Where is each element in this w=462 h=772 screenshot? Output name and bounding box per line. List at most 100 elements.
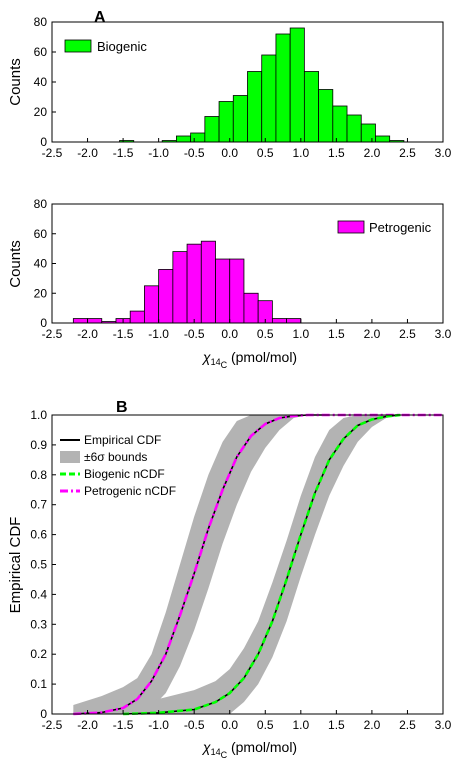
- panel-a-y-tick-label: 80: [34, 15, 48, 29]
- panel-a-x-tick-label: 0.5: [257, 146, 274, 160]
- panel-a-x-tick-label: 0.0: [221, 146, 238, 160]
- panel-a2-x-tick-label: 1.0: [292, 327, 309, 341]
- panel-b-label: B: [116, 399, 128, 416]
- panel-b-lines: [73, 413, 443, 716]
- legend-swatch-petrogenic: [337, 220, 365, 234]
- panel-a2-histogram-bar: [200, 240, 216, 324]
- panel-b-y-tick-label: 0.4: [30, 587, 47, 601]
- panel-a-histogram-bar: [289, 27, 305, 143]
- panel-a-y-tick-label: 0: [40, 135, 47, 149]
- panel-a-histogram-bar: [247, 71, 263, 143]
- biogenic-ncdf-line: [123, 413, 401, 716]
- panel-a2-y-ticks: 0 20 40 60 80: [34, 197, 56, 330]
- panel-b-x-tick-label: 1.0: [292, 718, 309, 732]
- panel-a-x-tick-label: -0.5: [184, 146, 205, 160]
- panel-a2-y-tick-label: 60: [34, 227, 48, 241]
- panel-a-histogram-bar: [190, 132, 206, 143]
- panel-b-x-tick-label: 3.0: [435, 718, 452, 732]
- panel-a2-legend: Petrogenic: [337, 220, 432, 235]
- panel-a-ylabel: Counts: [7, 58, 24, 106]
- panel-b-y-tick-label: 0.5: [30, 558, 47, 572]
- panel-a-x-tick-label: -2.5: [42, 146, 63, 160]
- petrogenic-ncdf-line: [73, 413, 443, 716]
- panel-b: -2.5 -2.0 -1.5 -1.0 -0.5 0.0 0.5 1.0 1.5 2.0 2.5 3.…: [7, 399, 452, 760]
- panel-a2-histogram-bar: [172, 251, 188, 324]
- panel-b-y-tick-label: 0.9: [30, 438, 47, 452]
- panel-a-histogram-bar: [346, 114, 362, 143]
- panel-a2-x-ticks: -2.5 -2.0 -1.5 -1.0 -0.5 0.0 0.5 1.0 1.5 2.0 2.5 3.…: [42, 319, 452, 341]
- panel-a-bars: [119, 27, 405, 143]
- panel-a-x-tick-label: 1.0: [292, 146, 309, 160]
- panel-a-histogram-bar: [303, 71, 319, 143]
- panel-a2-x-tick-label: -2.5: [42, 327, 63, 341]
- legend-label-bounds: ±6σ bounds: [84, 450, 147, 464]
- panel-b-ylabel: Empirical CDF: [7, 517, 24, 614]
- empirical-cdf-petrogenic: [73, 414, 323, 715]
- legend-swatch-biogenic: [64, 39, 92, 53]
- panel-a-histogram-bar: [204, 116, 220, 143]
- panel-a2-histogram-bar: [243, 292, 259, 324]
- panel-a-histogram-bar: [232, 95, 248, 143]
- panel-a2-x-tick-label: -2.0: [77, 327, 98, 341]
- xlabel-sub: 14: [211, 747, 221, 757]
- panel-b-legend: Empirical CDF ±6σ bounds Biogenic nCDF P…: [60, 433, 176, 498]
- panel-b-x-tick-label: 1.5: [328, 718, 345, 732]
- panel-a-x-tick-label: 2.5: [399, 146, 416, 160]
- panel-b-y-ticks: 0 0.1 0.2 0.3 0.4 0.5 0.6 0.7 0.8 0.9 1.0: [30, 408, 56, 721]
- panel-b-y-tick-label: 0.8: [30, 468, 47, 482]
- panel-a-histogram-bar: [318, 89, 334, 143]
- panel-a2-x-tick-label: -1.0: [148, 327, 169, 341]
- panel-b-y-tick-label: 0.2: [30, 647, 47, 661]
- panel-a2-histogram-bar: [72, 318, 88, 324]
- panel-a-histogram-bar: [375, 135, 391, 143]
- legend-label-biogenic-ncdf: Biogenic nCDF: [84, 467, 165, 481]
- panel-a-x-tick-label: -1.5: [113, 146, 134, 160]
- panel-a-histogram-bar: [176, 135, 192, 143]
- panel-a-x-tick-label: -2.0: [77, 146, 98, 160]
- panel-a2-y-tick-label: 80: [34, 197, 48, 211]
- panel-b-x-tick-label: 2.0: [364, 718, 381, 732]
- panel-a2-x-tick-label: -0.5: [184, 327, 205, 341]
- panel-a-y-ticks: 0 20 40 60 80: [34, 15, 56, 149]
- panel-b-x-tick-label: 2.5: [399, 718, 416, 732]
- panel-a-x-ticks: -2.5 -2.0 -1.5 -1.0 -0.5 0.0 0.5 1.0 1.5 2.0 2.5 3.…: [42, 138, 452, 160]
- panel-a2-y-tick-label: 40: [34, 257, 48, 271]
- panel-a2-x-tick-label: 0.5: [257, 327, 274, 341]
- panel-b-y-tick-label: 0.7: [30, 498, 47, 512]
- panel-b-x-tick-label: -1.0: [148, 718, 169, 732]
- panel-b-x-tick-label: -0.5: [184, 718, 205, 732]
- panel-a2-x-tick-label: -1.5: [113, 327, 134, 341]
- panel-a2-y-tick-label: 20: [34, 286, 48, 300]
- panel-a2-histogram-bar: [129, 310, 145, 324]
- panel-a2-histogram-bar: [186, 243, 202, 324]
- panel-a-x-tick-label: 1.5: [328, 146, 345, 160]
- legend-label-biogenic: Biogenic: [97, 39, 147, 54]
- legend-swatch-bounds: [60, 451, 80, 463]
- panel-a-y-tick-label: 40: [34, 75, 48, 89]
- xlabel-symbol: χ: [201, 349, 211, 365]
- panel-a-legend: Biogenic: [64, 39, 147, 54]
- panel-b-x-tick-label: -2.5: [42, 718, 63, 732]
- panel-a2-x-tick-label: 2.0: [364, 327, 381, 341]
- xlabel-subsub: C: [221, 360, 228, 370]
- panel-a-x-tick-label: 2.0: [364, 146, 381, 160]
- panel-a2-xlabel: χ14C (pmol/mol): [201, 349, 297, 370]
- legend-label-petrogenic: Petrogenic: [369, 220, 432, 235]
- panel-a2-ylabel: Counts: [7, 240, 24, 288]
- panel-a-label: A: [94, 9, 106, 26]
- xlabel-unit: (pmol/mol): [227, 349, 297, 365]
- panel-a-y-tick-label: 60: [34, 45, 48, 59]
- panel-a2-histogram-bar: [87, 318, 103, 324]
- panel-a2-x-tick-label: 2.5: [399, 327, 416, 341]
- panel-b-x-tick-label: -2.0: [77, 718, 98, 732]
- panel-a-x-tick-label: 3.0: [435, 146, 452, 160]
- panel-b-x-ticks: -2.5 -2.0 -1.5 -1.0 -0.5 0.0 0.5 1.0 1.5 2.0 2.5 3.…: [42, 710, 452, 732]
- panel-a2-x-tick-label: 1.5: [328, 327, 345, 341]
- panel-a2-histogram-bar: [158, 269, 174, 324]
- legend-label-petrogenic-ncdf: Petrogenic nCDF: [84, 484, 176, 498]
- panel-a2: -2.5 -2.0 -1.5 -1.0 -0.5 0.0 0.5 1.0 1.5 2.0 2.5 3.…: [7, 197, 452, 370]
- panel-a-histogram-bar: [218, 101, 234, 143]
- panel-b-y-tick-label: 0: [40, 707, 47, 721]
- panel-a2-x-tick-label: 3.0: [435, 327, 452, 341]
